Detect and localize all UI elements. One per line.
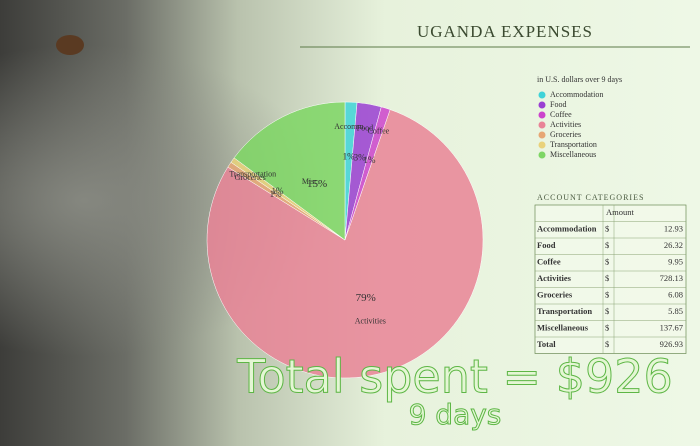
slice-value-label: 1% [363, 155, 376, 165]
legend-swatch [538, 121, 546, 129]
table-title: ACCOUNT CATEGORIES [537, 193, 644, 202]
table-row-value: 9.95 [668, 257, 683, 267]
slice-label: Accomm. [334, 122, 365, 131]
table-header: Amount [606, 207, 635, 217]
legend-label: Transportation [550, 140, 597, 149]
legend-swatch [538, 101, 546, 109]
slice-label: Food [357, 123, 373, 132]
table-row-label: Transportation [537, 306, 592, 316]
pie-slice [206, 109, 484, 379]
chart-title: UGANDA EXPENSES [417, 22, 593, 41]
table-row-value: 137.67 [660, 323, 683, 333]
currency-sign: $ [605, 273, 609, 283]
slice-value-label: 1% [272, 186, 285, 196]
legend-label: Activities [550, 120, 581, 129]
table-row-value: 6.08 [668, 290, 683, 300]
table-row-label: Miscellaneous [537, 323, 589, 333]
currency-sign: $ [605, 339, 609, 349]
legend-title: in U.S. dollars over 9 days [537, 75, 622, 84]
table-total-label: Total [537, 339, 556, 349]
table-row-value: 12.93 [664, 224, 683, 234]
table-frame [534, 204, 687, 354]
slice-value-label: 3% [354, 153, 367, 163]
currency-sign: $ [605, 323, 609, 333]
table-row-label: Accommodation [537, 224, 597, 234]
legend-label: Food [550, 100, 566, 109]
slice-label: Transportation [229, 169, 276, 178]
table-row-label: Coffee [537, 257, 561, 267]
currency-sign: $ [605, 306, 609, 316]
slice-label: Coffee [368, 127, 390, 136]
slice-label: Activities [355, 316, 386, 325]
legend-swatch [538, 141, 546, 149]
currency-sign: $ [605, 240, 609, 250]
legend-swatch [538, 131, 546, 139]
slice-value-label: 1% [270, 189, 283, 199]
table-row-value: 26.32 [664, 240, 683, 250]
legend-swatch [538, 111, 546, 119]
table-row-value: 5.85 [668, 306, 683, 316]
slice-value-label: 79% [356, 292, 376, 304]
slice-value-label: 1% [343, 151, 356, 161]
legend-label: Groceries [550, 130, 581, 139]
table-row-label: Activities [537, 273, 572, 283]
legend-label: Accommodation [550, 90, 603, 99]
legend-label: Miscellaneous [550, 150, 596, 159]
table-row-value: 728.13 [660, 273, 683, 283]
pie-slice [233, 101, 346, 241]
slice-value-label: 15% [307, 178, 327, 190]
currency-sign: $ [605, 290, 609, 300]
eye [56, 35, 84, 55]
table-total-value: 926.93 [660, 339, 683, 349]
days-text: 9 days [409, 398, 502, 431]
legend-swatch [538, 91, 546, 99]
slice-label: Groceries [235, 173, 266, 182]
legend-label: Coffee [550, 110, 572, 119]
total-text: Total spent = $926 [236, 350, 673, 404]
slice-label: Misc. [302, 177, 320, 186]
currency-sign: $ [605, 224, 609, 234]
table-row-label: Food [537, 240, 556, 250]
currency-sign: $ [605, 257, 609, 267]
table-row-label: Groceries [537, 290, 573, 300]
legend-swatch [538, 151, 546, 159]
